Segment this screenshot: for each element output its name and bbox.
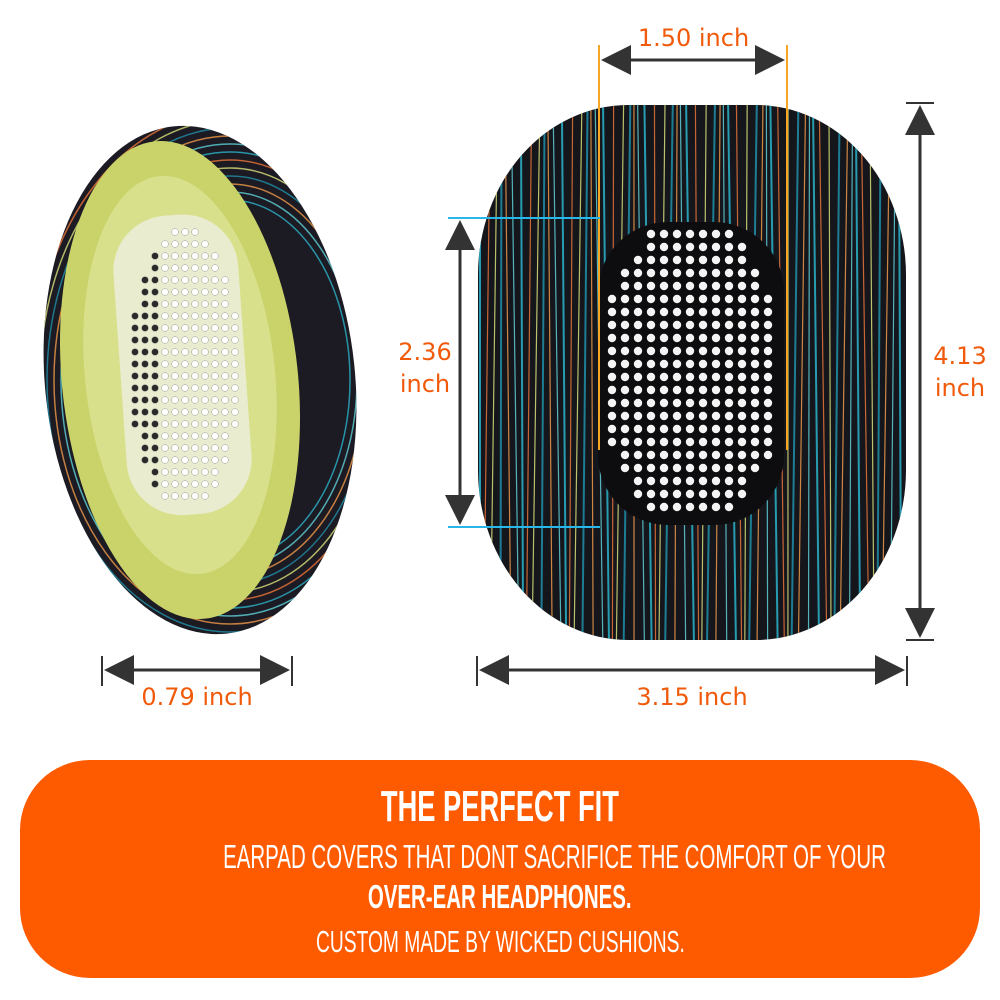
banner-line-2: OVER-EAR HEADPHONES. xyxy=(368,878,632,915)
inner-width-label: 1.50 inch xyxy=(637,24,750,52)
perfect-fit-banner: THE PERFECT FIT EARPAD COVERS THAT DONT … xyxy=(20,760,980,978)
outer-height-label: 4.13 inch xyxy=(925,340,995,404)
side-width-label: 0.79 inch xyxy=(141,683,253,711)
inner-height-value: 2.36 xyxy=(398,338,452,366)
inner-height-unit: inch xyxy=(399,370,451,398)
banner-line-1: EARPAD COVERS THAT DONT SACRIFICE THE CO… xyxy=(223,838,886,875)
dimension-guides xyxy=(101,45,935,686)
inner-height-label: 2.36 inch xyxy=(385,336,465,400)
product-illustration xyxy=(32,45,935,686)
side-earpad-image xyxy=(32,111,381,649)
outer-height-unit: inch xyxy=(934,374,986,402)
outer-height-value: 4.13 xyxy=(933,342,987,370)
outer-width-label: 3.15 inch xyxy=(636,683,748,711)
banner-line-3: CUSTOM MADE BY WICKED CUSHIONS. xyxy=(315,924,685,959)
front-earpad-image xyxy=(478,105,906,640)
banner-title: THE PERFECT FIT xyxy=(381,782,619,831)
